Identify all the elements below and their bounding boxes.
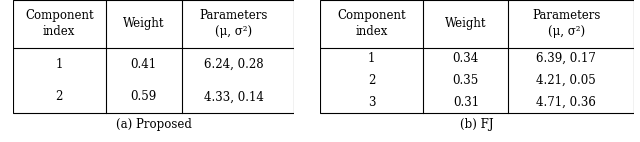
Text: 0.34: 0.34 bbox=[452, 52, 479, 65]
Text: 0.59: 0.59 bbox=[131, 90, 157, 103]
Text: 4.33, 0.14: 4.33, 0.14 bbox=[204, 90, 264, 103]
Text: Weight: Weight bbox=[445, 17, 486, 30]
Text: 2: 2 bbox=[368, 74, 376, 87]
Text: 6.24, 0.28: 6.24, 0.28 bbox=[204, 58, 264, 71]
Text: Weight: Weight bbox=[123, 17, 164, 30]
Text: (a) Proposed: (a) Proposed bbox=[116, 118, 191, 131]
Text: 1: 1 bbox=[368, 52, 376, 65]
Text: Parameters
(μ, σ²): Parameters (μ, σ²) bbox=[532, 9, 600, 38]
Text: Component
index: Component index bbox=[25, 9, 93, 38]
Text: 0.31: 0.31 bbox=[452, 96, 479, 109]
Text: 3: 3 bbox=[368, 96, 376, 109]
Bar bbox=[13, 0, 294, 113]
Text: 1: 1 bbox=[56, 58, 63, 71]
Text: 2: 2 bbox=[56, 90, 63, 103]
Text: 4.71, 0.36: 4.71, 0.36 bbox=[536, 96, 596, 109]
Text: 6.39, 0.17: 6.39, 0.17 bbox=[536, 52, 596, 65]
Text: (b) FJ: (b) FJ bbox=[460, 118, 493, 131]
Text: Parameters
(μ, σ²): Parameters (μ, σ²) bbox=[200, 9, 268, 38]
Text: 0.41: 0.41 bbox=[131, 58, 157, 71]
Text: 4.21, 0.05: 4.21, 0.05 bbox=[536, 74, 596, 87]
Text: 0.35: 0.35 bbox=[452, 74, 479, 87]
Bar bbox=[320, 0, 634, 113]
Text: Component
index: Component index bbox=[337, 9, 406, 38]
